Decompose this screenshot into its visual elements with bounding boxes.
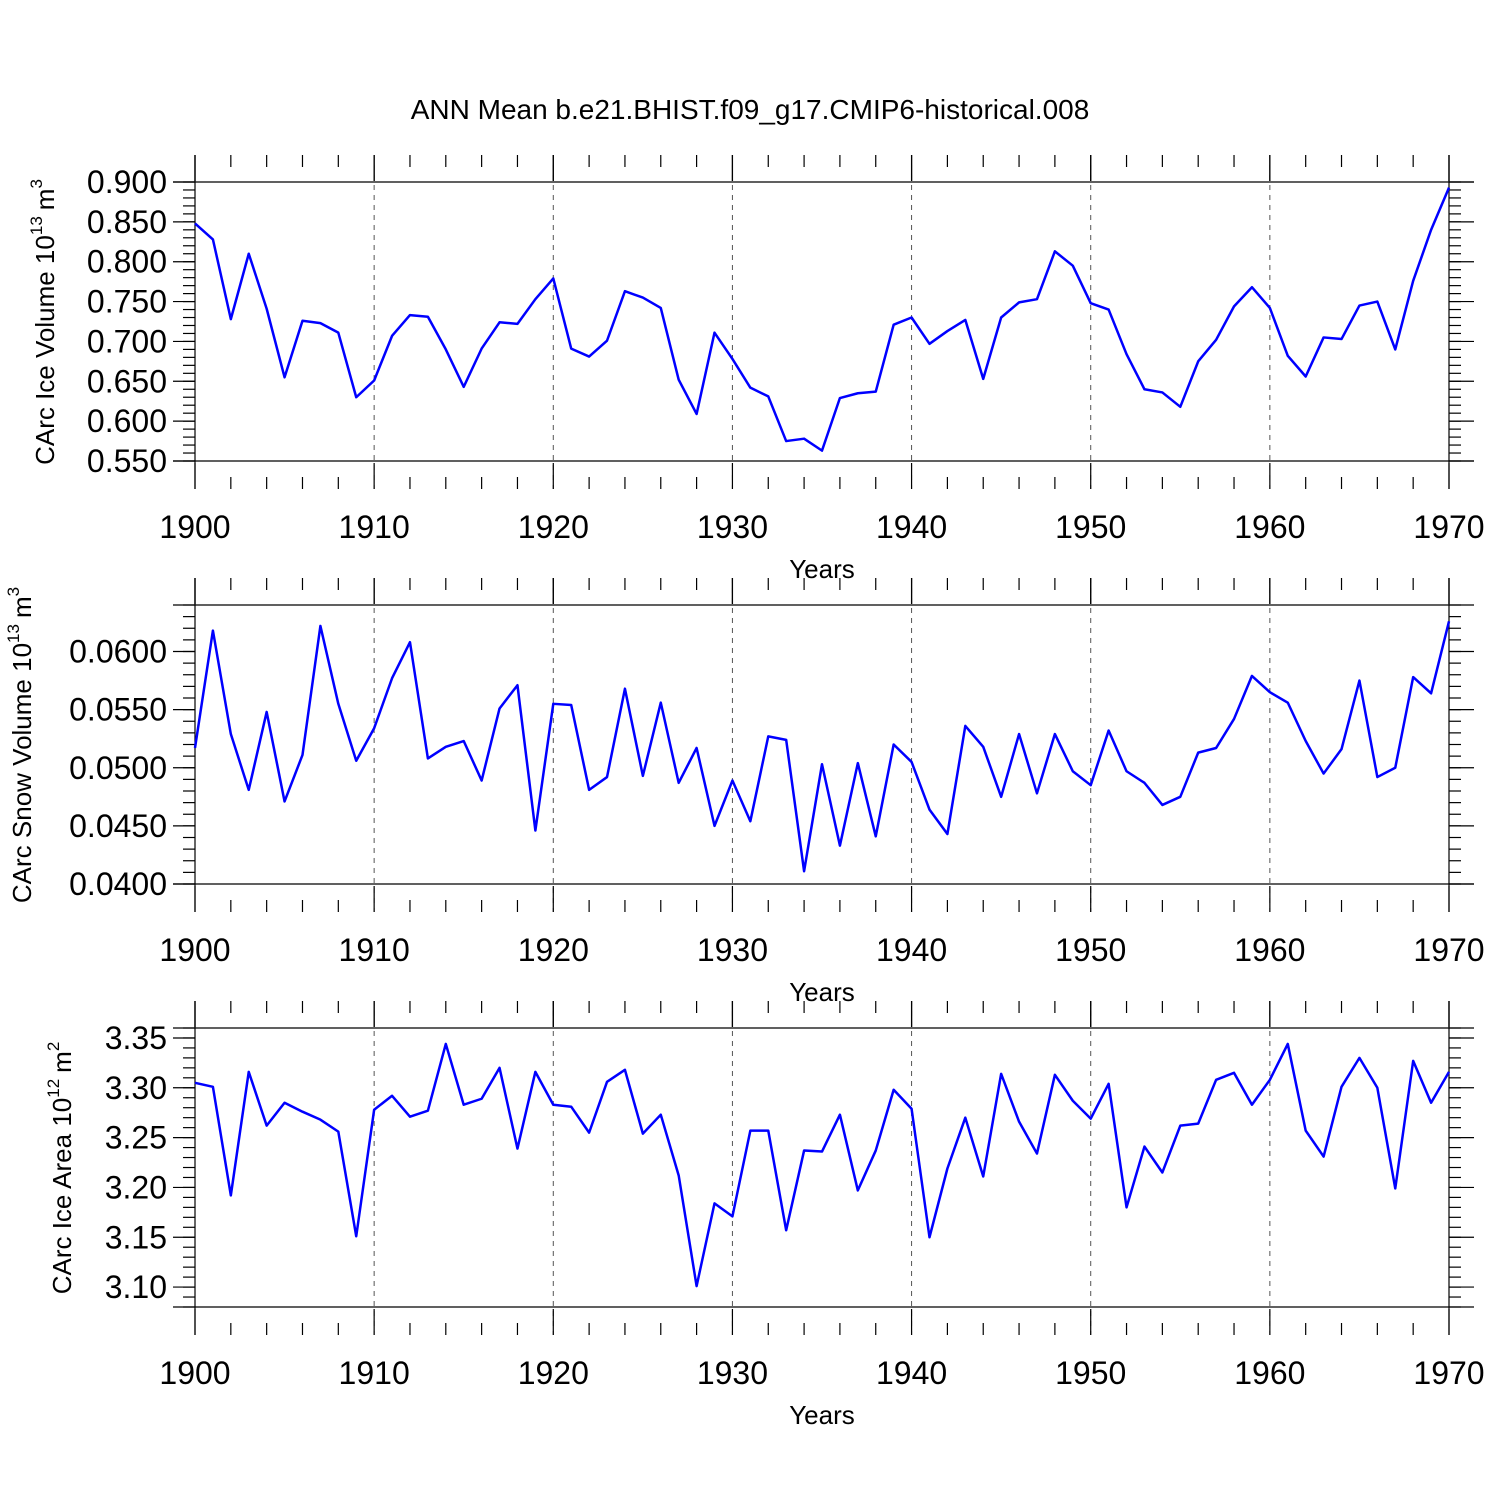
y-tick-label: 0.0550 <box>69 692 167 728</box>
x-axis-title: Years <box>789 977 855 1007</box>
chart-panel-2: 0.0400 0.0450 0.0500 0.0550 0.0600 1900 1910 19… <box>4 578 1485 1007</box>
x-tick-label: 1950 <box>1055 932 1126 968</box>
x-tick-label: 1940 <box>876 932 947 968</box>
y-tick-label: 0.0600 <box>69 634 167 670</box>
chart-panel-3: 3.10 3.15 3.20 3.25 3.30 3.35 1900 1910 1920 1930… <box>44 1001 1485 1430</box>
y-tick-label: 0.550 <box>87 443 167 479</box>
y-tick-label: 0.0500 <box>69 750 167 786</box>
y-tick-label: 0.600 <box>87 403 167 439</box>
x-tick-label: 1940 <box>876 509 947 545</box>
y-tick-label: 0.650 <box>87 363 167 399</box>
y-tick-label: 3.20 <box>105 1169 167 1205</box>
series-line <box>194 1042 1451 1288</box>
x-axis-title: Years <box>789 554 855 584</box>
x-tick-label: 1950 <box>1055 509 1126 545</box>
y-tick-label: 0.0400 <box>69 866 167 902</box>
x-tick-label: 1930 <box>697 1355 768 1391</box>
figure-title: ANN Mean b.e21.BHIST.f09_g17.CMIP6-histo… <box>411 94 1090 125</box>
x-axis-title: Years <box>789 1400 855 1430</box>
y-tick-label: 0.900 <box>87 164 167 200</box>
x-tick-label: 1910 <box>339 932 410 968</box>
x-tick-label: 1930 <box>697 932 768 968</box>
x-tick-label: 1970 <box>1413 1355 1484 1391</box>
x-tick-label: 1950 <box>1055 1355 1126 1391</box>
x-tick-label: 1970 <box>1413 932 1484 968</box>
y-tick-label: 0.750 <box>87 284 167 320</box>
y-tick-label: 3.25 <box>105 1120 167 1156</box>
y-axis-title: CArc Ice Volume 1013m3 <box>27 179 60 465</box>
y-tick-label: 0.850 <box>87 204 167 240</box>
y-axis-title: CArc Snow Volume 1013m3 <box>4 587 37 903</box>
x-tick-label: 1910 <box>339 509 410 545</box>
series-line <box>193 620 1451 873</box>
x-tick-label: 1920 <box>518 509 589 545</box>
y-tick-label: 3.15 <box>105 1219 167 1255</box>
x-tick-label: 1930 <box>697 509 768 545</box>
y-tick-label: 0.0450 <box>69 808 167 844</box>
y-axis-title: CArc Ice Area 1012m2 <box>44 1042 77 1295</box>
y-tick-label: 0.800 <box>87 244 167 280</box>
y-tick-label: 3.35 <box>105 1020 167 1056</box>
x-tick-label: 1900 <box>159 932 230 968</box>
x-tick-label: 1940 <box>876 1355 947 1391</box>
series-line <box>194 187 1451 452</box>
x-tick-label: 1970 <box>1413 509 1484 545</box>
x-tick-label: 1920 <box>518 1355 589 1391</box>
x-tick-label: 1900 <box>159 509 230 545</box>
x-tick-label: 1960 <box>1234 932 1305 968</box>
x-tick-label: 1960 <box>1234 1355 1305 1391</box>
x-tick-label: 1920 <box>518 932 589 968</box>
y-tick-label: 0.700 <box>87 323 167 359</box>
y-tick-label: 3.30 <box>105 1070 167 1106</box>
x-tick-label: 1910 <box>339 1355 410 1391</box>
y-tick-label: 3.10 <box>105 1269 167 1305</box>
x-tick-label: 1960 <box>1234 509 1305 545</box>
x-tick-label: 1900 <box>159 1355 230 1391</box>
